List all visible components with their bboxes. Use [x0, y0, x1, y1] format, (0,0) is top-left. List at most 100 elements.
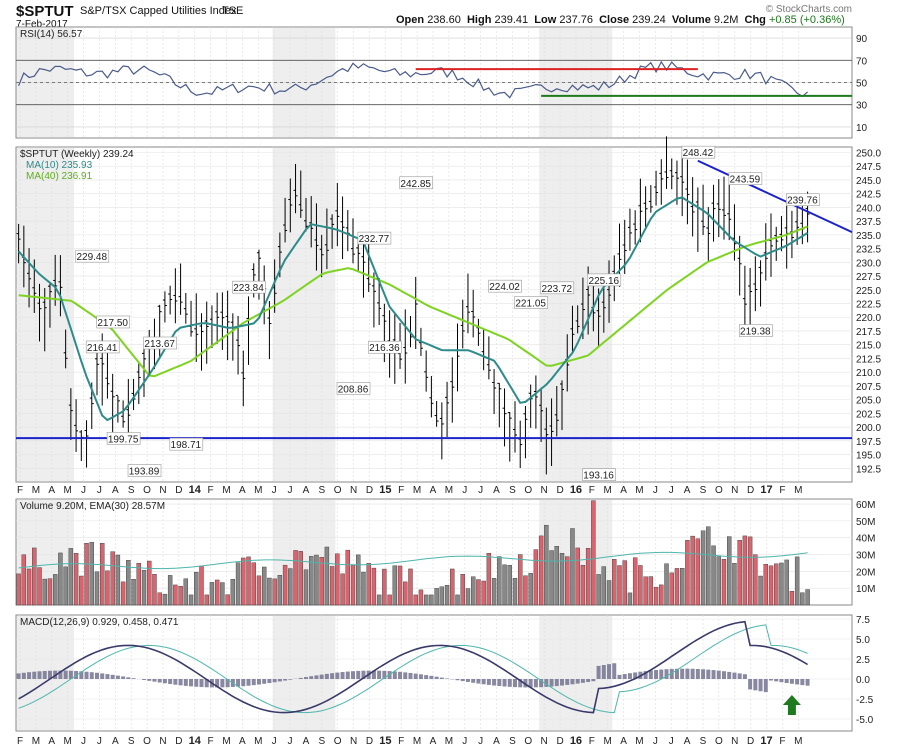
- volume-bar: [659, 584, 664, 606]
- price-tick-label: 207.5: [856, 382, 881, 393]
- price-annotation: 193.89: [129, 467, 160, 478]
- price-tick-label: 200.0: [856, 423, 881, 434]
- price-annotation: 216.36: [369, 343, 400, 354]
- macd-histogram-bar: [298, 677, 303, 679]
- stockcharts-credit[interactable]: © StockCharts.com: [765, 4, 852, 15]
- volume-bar: [63, 566, 68, 606]
- volume-bar: [105, 570, 110, 606]
- volume-bar: [695, 538, 701, 606]
- macd-histogram-bar: [570, 679, 575, 685]
- macd-histogram-bar: [361, 670, 366, 679]
- volume-bar: [674, 568, 680, 606]
- macd-histogram-bar: [680, 668, 685, 679]
- rsi-tick-label: 30: [856, 101, 868, 112]
- x-tick-label: J: [669, 485, 674, 496]
- index-name: S&P/TSX Capped Utilities Index: [80, 5, 237, 17]
- x-tick-label: D: [175, 736, 182, 747]
- macd-histogram-bar: [142, 679, 147, 680]
- macd-histogram-bar: [47, 670, 52, 679]
- rsi-tick-label: 70: [856, 56, 868, 67]
- x-tick-label: O: [715, 485, 723, 496]
- x-tick-label: S: [700, 736, 707, 747]
- volume-bar: [288, 568, 293, 606]
- volume-bar: [580, 565, 586, 606]
- macd-histogram-bar: [246, 679, 251, 686]
- price-annotation: 239.76: [787, 196, 818, 207]
- volume-label: Volume 9.20M, EMA(30) 28.57M: [20, 501, 165, 512]
- macd-panel-year-shade: [272, 616, 336, 730]
- price-tick-label: 205.0: [856, 396, 881, 407]
- volume-bar: [214, 579, 220, 606]
- price-tick-label: 245.0: [856, 176, 881, 187]
- price-tick-label: 230.0: [856, 258, 881, 269]
- macd-histogram-bar: [157, 679, 162, 683]
- volume-bar: [418, 589, 424, 606]
- volume-bar: [345, 549, 350, 606]
- x-tick-label: M: [222, 736, 230, 747]
- volume-bar: [277, 575, 283, 606]
- volume-bar: [423, 594, 429, 606]
- x-tick-label: J: [462, 736, 467, 747]
- macd-histogram-bar: [121, 676, 126, 679]
- volume-bar: [727, 536, 732, 606]
- volume-bar: [591, 500, 596, 606]
- volume-tick-label: 20M: [856, 567, 875, 578]
- macd-histogram-bar: [507, 679, 512, 687]
- volume-bar: [319, 557, 324, 606]
- volume-bar: [115, 554, 121, 606]
- price-annotation: 208.86: [338, 384, 369, 395]
- volume-bar: [460, 574, 465, 606]
- x-tick-label: F: [17, 736, 23, 747]
- volume-bar: [120, 581, 126, 606]
- macd-histogram-bar: [392, 671, 397, 679]
- macd-histogram-bar: [79, 671, 84, 679]
- volume-bar: [497, 556, 502, 606]
- x-tick-label: J: [97, 485, 102, 496]
- volume-bar: [376, 594, 382, 606]
- price-annotation-box: [728, 172, 763, 185]
- volume-bar: [700, 530, 706, 606]
- volume-bar: [544, 524, 549, 606]
- volume-bar: [612, 559, 617, 606]
- low-label: Low: [534, 14, 557, 26]
- volume-bar: [585, 548, 591, 606]
- macd-histogram-bar: [377, 670, 382, 679]
- volume-bar: [768, 565, 774, 606]
- macd-histogram-bar: [805, 679, 810, 686]
- volume-bar: [444, 585, 450, 606]
- macd-histogram-bar: [654, 669, 659, 679]
- price-annotation: 217.50: [97, 318, 128, 329]
- macd-histogram-bar: [800, 679, 805, 686]
- macd-histogram-bar: [105, 674, 110, 679]
- volume-bar: [387, 594, 392, 606]
- volume-bar: [136, 563, 141, 606]
- macd-histogram-bar: [612, 663, 617, 679]
- volume-bar: [350, 564, 356, 606]
- x-tick-label: 15: [379, 735, 391, 747]
- price-annotation-box: [75, 249, 110, 263]
- x-tick-label: N: [731, 736, 738, 747]
- volume-bar: [570, 528, 575, 606]
- macd-histogram-bar: [711, 670, 716, 679]
- x-tick-label: N: [541, 485, 548, 496]
- x-tick-label: A: [112, 485, 119, 496]
- chart-date: 7-Feb-2017: [16, 19, 68, 30]
- volume-bar: [183, 578, 189, 606]
- x-tick-label: F: [779, 736, 785, 747]
- volume-bar: [131, 579, 136, 606]
- volume-label: Volume: [671, 14, 711, 26]
- x-tick-label: M: [413, 736, 421, 747]
- x-tick-label: J: [272, 736, 277, 747]
- x-tick-label: M: [222, 485, 230, 496]
- volume-bar: [152, 574, 157, 606]
- x-tick-label: D: [366, 736, 373, 747]
- volume-bar: [42, 578, 47, 606]
- macd-histogram-bar: [152, 679, 157, 682]
- macd-histogram-bar: [58, 670, 63, 679]
- macd-histogram-bar: [596, 665, 601, 679]
- macd-histogram-bar: [502, 679, 507, 687]
- volume-bar: [340, 573, 345, 606]
- volume-bar: [209, 582, 215, 606]
- price-annotation: 224.02: [489, 282, 520, 293]
- macd-tick-label: -5.0: [856, 715, 874, 726]
